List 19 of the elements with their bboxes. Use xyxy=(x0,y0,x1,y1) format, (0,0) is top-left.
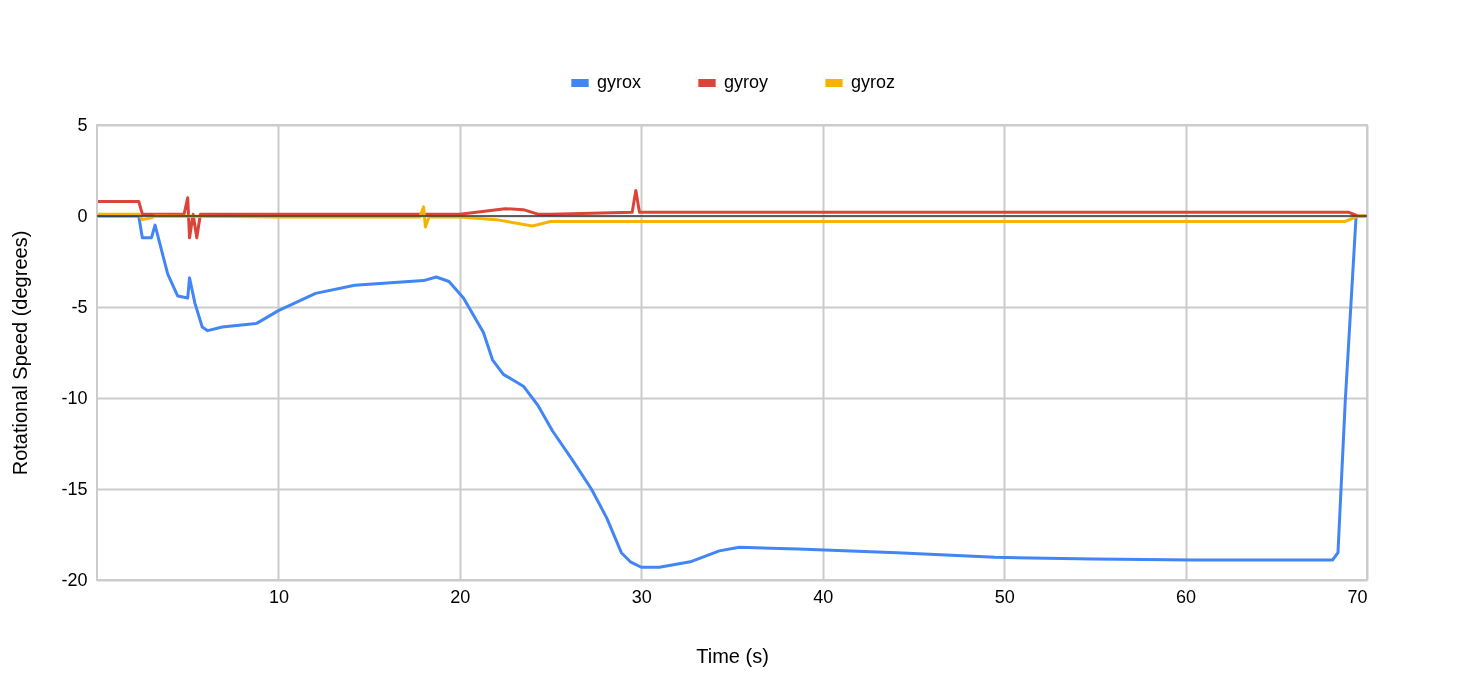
legend-label: gyroy xyxy=(724,72,769,92)
x-axis-title: Time (s) xyxy=(696,644,769,667)
y-tick-label: -15 xyxy=(61,478,88,499)
y-tick-label: -5 xyxy=(71,296,88,317)
y-tick-label: -20 xyxy=(61,569,88,590)
x-tick-label: 30 xyxy=(631,586,652,607)
y-axis-title: Rotational Speed (degrees) xyxy=(9,230,32,476)
x-tick-label: 60 xyxy=(1176,586,1197,607)
legend-label: gyrox xyxy=(597,72,642,92)
x-tick-label: 70 xyxy=(1347,586,1368,607)
x-tick-label: 10 xyxy=(268,586,289,607)
legend-label: gyroz xyxy=(851,72,896,92)
x-tick-label: 50 xyxy=(994,586,1015,607)
line-series xyxy=(95,214,1358,569)
x-tick-label: 20 xyxy=(450,586,471,607)
x-tick-label: 40 xyxy=(813,586,834,607)
y-tick-label: 5 xyxy=(77,114,88,135)
y-tick-label: -10 xyxy=(61,387,88,408)
y-tick-label: 0 xyxy=(77,205,88,226)
